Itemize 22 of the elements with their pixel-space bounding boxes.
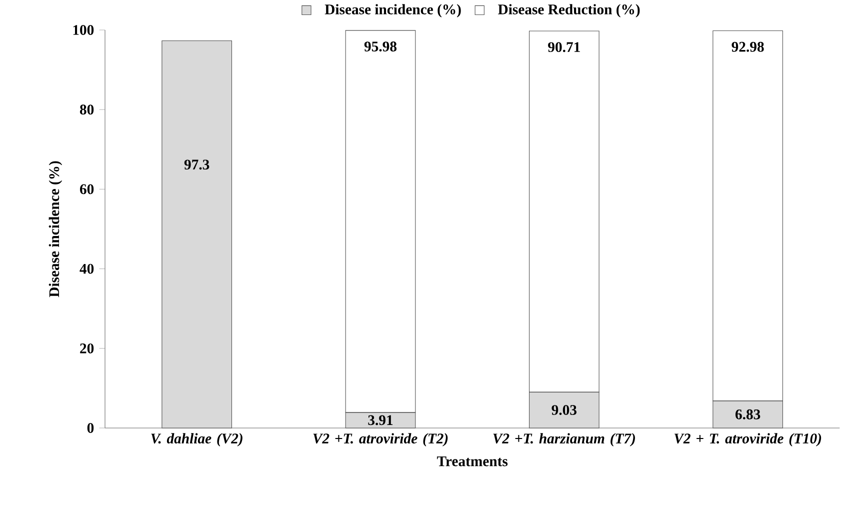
y-axis-title: Disease incidence (%) xyxy=(48,161,62,298)
legend-label: Disease Reduction (%) xyxy=(498,4,640,18)
data-label: 92.98 xyxy=(732,42,764,52)
y-tick-label: 40 xyxy=(80,264,94,274)
y-tick-label: 60 xyxy=(80,184,94,194)
data-label: 3.91 xyxy=(368,415,393,426)
x-axis-title: Treatments xyxy=(436,456,508,466)
data-label: 97.3 xyxy=(184,160,210,170)
x-tick-label: V2 +T. harzianum (T7) xyxy=(493,433,635,446)
y-tick-label: 80 xyxy=(80,104,94,115)
data-label: 6.83 xyxy=(735,409,760,420)
data-label: 95.98 xyxy=(364,42,397,52)
data-label: 90.71 xyxy=(548,42,580,52)
bar xyxy=(162,40,232,428)
x-tick-label: V2 +T. atroviride (T2) xyxy=(313,433,448,446)
y-tick-label: 0 xyxy=(87,423,94,433)
legend-label: Disease incidence (%) xyxy=(324,4,461,18)
y-tick-label: 20 xyxy=(80,343,94,354)
x-tick-label: V2 + T. atroviride (T10) xyxy=(674,433,822,446)
x-tick-label: V. dahliae (V2) xyxy=(151,433,242,446)
data-label: 9.03 xyxy=(552,405,576,415)
y-tick-label: 100 xyxy=(73,25,94,35)
